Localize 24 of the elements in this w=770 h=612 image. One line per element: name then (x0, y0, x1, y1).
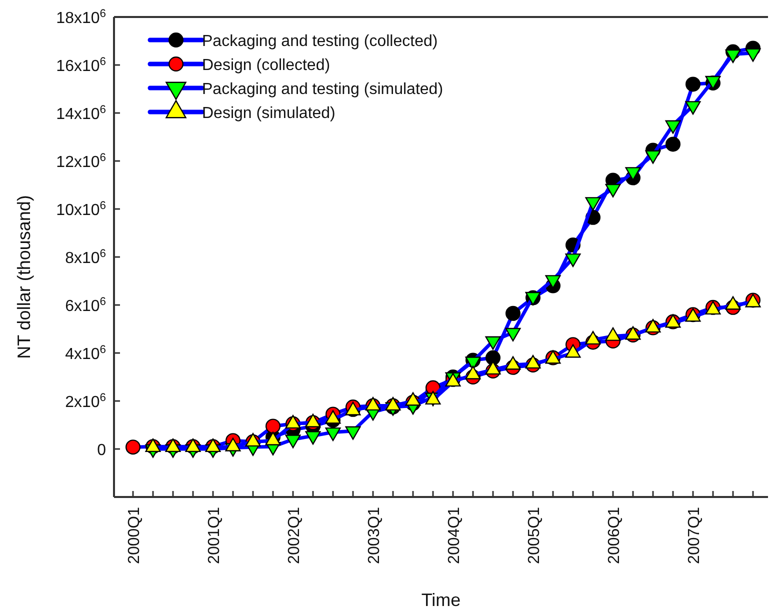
y-tick-label: 18x10$^{6}$ (56, 8, 106, 27)
x-tick-label: 2000Q1 (126, 506, 143, 564)
x-tick-label: 2005Q1 (526, 506, 543, 564)
legend-label: Design (simulated) (202, 105, 336, 122)
legend-label: Packaging and testing (collected) (202, 33, 438, 50)
x-axis-title: Time (421, 590, 461, 610)
x-tick-label: 2003Q1 (366, 506, 383, 564)
y-tick-label: 10x10$^{6}$ (56, 200, 106, 219)
y-tick-label: 4x10$^{6}$ (65, 344, 106, 363)
x-tick-label: 2004Q1 (446, 506, 463, 564)
x-tick-label: 2002Q1 (286, 506, 303, 564)
x-tick-label: 2007Q1 (686, 506, 703, 564)
legend-label: Packaging and testing (simulated) (202, 81, 444, 98)
x-tick-label: 2006Q1 (606, 506, 623, 564)
y-tick-label: 2x10$^{6}$ (65, 392, 106, 411)
y-axis-title: NT dollar (thousand) (14, 195, 34, 359)
y-tick-label: 6x10$^{6}$ (65, 296, 106, 315)
y-tick-label: 8x10$^{6}$ (65, 248, 106, 267)
legend-label: Design (collected) (202, 57, 330, 74)
y-tick-label: 0 (97, 442, 106, 459)
y-tick-label: 14x10$^{6}$ (56, 104, 106, 123)
x-tick-label: 2001Q1 (206, 506, 223, 564)
y-tick-label: 12x10$^{6}$ (56, 152, 106, 171)
y-tick-label: 16x10$^{6}$ (56, 56, 106, 75)
